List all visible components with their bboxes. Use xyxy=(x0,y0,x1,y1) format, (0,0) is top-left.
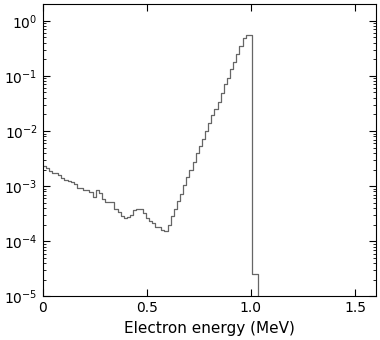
X-axis label: Electron energy (MeV): Electron energy (MeV) xyxy=(124,321,294,336)
